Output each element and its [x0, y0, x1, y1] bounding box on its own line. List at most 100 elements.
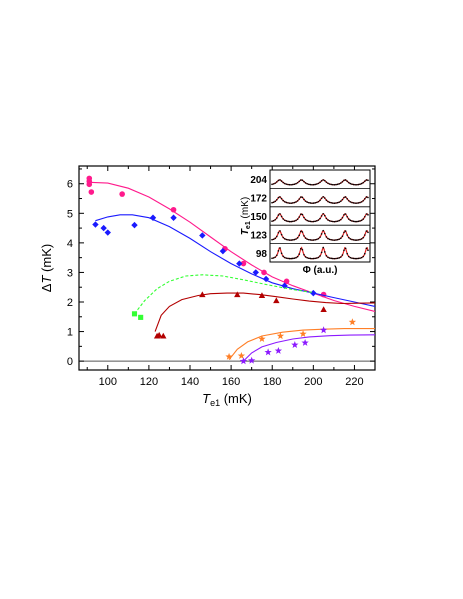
inset-data-point: [360, 182, 363, 185]
data-point: [160, 332, 167, 339]
data-point: [291, 341, 299, 348]
inset-data-point: [274, 200, 277, 203]
inset-data-point: [341, 180, 344, 183]
x-tick-label: 120: [140, 376, 158, 388]
inset-data-point: [325, 181, 328, 183]
inset-data-point: [293, 257, 296, 259]
inset-data-point: [309, 239, 312, 241]
inset-data-point: [284, 219, 286, 222]
inset-data-point: [312, 220, 315, 223]
inset-data-point: [285, 201, 288, 204]
inset-data-point: [325, 254, 328, 257]
inset-data-point: [333, 239, 336, 241]
data-point: [258, 335, 266, 343]
inset-data-point: [308, 257, 310, 260]
inset-data-point: [280, 197, 283, 200]
data-point: [199, 291, 206, 298]
inset-data-point: [349, 201, 352, 203]
inset-data-point: [295, 219, 297, 222]
inset-data-point: [285, 220, 288, 222]
inset-data-point: [349, 219, 352, 222]
inset-data-point: [293, 201, 296, 204]
inset-data-point: [364, 234, 366, 236]
inset-data-point: [359, 220, 361, 222]
data-point: [319, 326, 328, 334]
inset-data-point: [308, 183, 310, 186]
inset-data-point: [349, 182, 352, 185]
inset-data-point: [311, 202, 313, 204]
inset-data-point: [303, 198, 305, 201]
inset-data-point: [360, 219, 363, 222]
inset-data-point: [356, 183, 358, 186]
inset-data-point: [359, 257, 361, 259]
inset-data-point: [316, 220, 318, 222]
inset-data-point: [349, 256, 352, 259]
inset-data-point: [290, 220, 293, 223]
inset-data-point: [365, 247, 368, 250]
inset-data-point: [354, 257, 357, 260]
x-axis-label: Te1 (mK): [202, 391, 252, 408]
inset-data-point: [271, 238, 273, 241]
inset-data-point: [346, 234, 349, 236]
data-point: [274, 346, 283, 354]
inset-data-point: [287, 220, 289, 223]
x-tick-label: 100: [99, 376, 117, 388]
inset-data-point: [304, 200, 307, 202]
inset-data-point: [356, 202, 358, 204]
inset-data-point: [304, 237, 307, 239]
inset-data-point: [336, 257, 339, 260]
inset-data-point: [288, 202, 291, 204]
inset-data-point: [351, 257, 353, 259]
inset-data-point: [304, 182, 307, 184]
inset-data-point: [332, 220, 334, 223]
data-point: [348, 318, 357, 326]
inset-data-point: [344, 230, 347, 232]
inset-data-point: [277, 179, 280, 182]
y-tick-label: 6: [67, 179, 73, 191]
inset-data-point: [325, 217, 328, 220]
y-tick-label: 2: [67, 297, 73, 309]
inset-data-point: [271, 201, 273, 204]
inset-data-point: [316, 238, 318, 241]
inset-data-point: [311, 183, 313, 186]
inset-data-point: [295, 201, 297, 203]
inset-data-point: [298, 198, 301, 200]
inset-data-point: [314, 202, 317, 204]
inset-data-point: [319, 236, 321, 238]
inset-data-point: [340, 256, 342, 258]
inset-data-point: [277, 250, 280, 252]
data-point: [155, 331, 163, 338]
inset-data-point: [335, 202, 337, 204]
inset-data-point: [284, 256, 286, 259]
inset-data-point: [292, 257, 294, 260]
inset-data-point: [328, 183, 331, 185]
data-point: [86, 181, 93, 188]
inset-data-point: [341, 254, 344, 256]
inset-data-point: [280, 180, 283, 182]
inset-data-point: [359, 201, 361, 204]
inset-data-point: [336, 183, 339, 186]
inset-data-point: [285, 183, 288, 185]
inset-data-point: [348, 218, 350, 220]
inset-data-point: [309, 202, 312, 204]
inset-data-point: [296, 237, 299, 239]
inset-data-point: [295, 182, 297, 185]
inset-data-point: [292, 239, 294, 241]
inset-data-point: [276, 254, 278, 257]
inset-data-point: [336, 220, 339, 222]
inset-trace-label: 98: [256, 249, 268, 260]
inset-data-point: [279, 247, 281, 249]
inset-data-point: [352, 220, 355, 223]
inset-data-point: [324, 197, 326, 199]
inset-data-point: [324, 251, 326, 253]
inset-data-point: [282, 199, 285, 202]
inset-data-point: [276, 217, 278, 219]
x-tick-label: 200: [304, 376, 322, 388]
inset-data-point: [365, 213, 368, 215]
inset-data-point: [351, 183, 353, 185]
x-tick-label: 220: [345, 376, 363, 388]
inset-data-point: [340, 218, 342, 221]
plot-frame: [78, 165, 376, 371]
inset-data-point: [274, 237, 277, 240]
inset-data-point: [309, 183, 312, 186]
